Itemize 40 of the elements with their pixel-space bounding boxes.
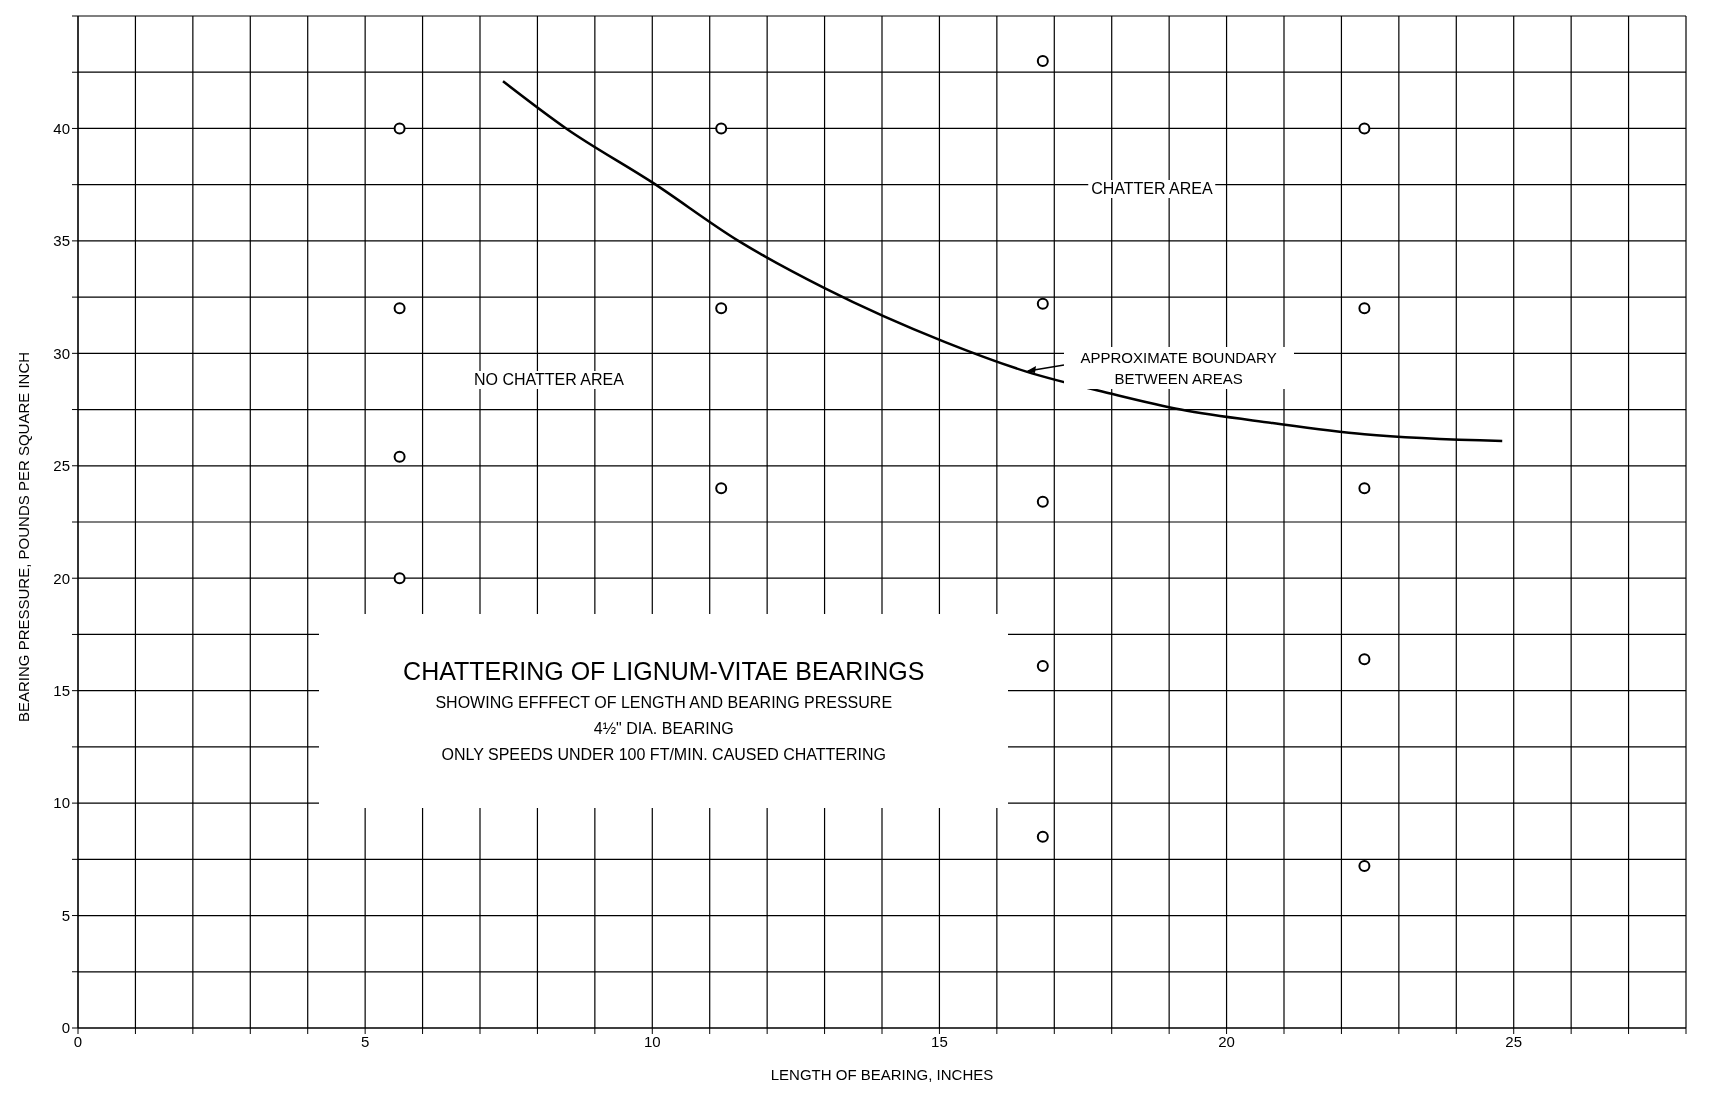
point xyxy=(393,450,406,463)
point xyxy=(393,122,406,135)
point xyxy=(1358,860,1371,873)
point xyxy=(1358,653,1371,666)
y-tick-label: 15 xyxy=(53,681,70,699)
y-tick-label: 0 xyxy=(61,1019,70,1037)
annotation: ONLY SPEEDS UNDER 100 FT/MIN. CAUSED CHATTERING xyxy=(440,746,887,765)
caption-panel: CHATTERING OF LIGNUM-VITAE BEARINGS SHOWING EFFFECT OF LENGTH AND BEARING PRESSURE 4½" DIA. BEARING ONLY SPEEDS UNDER 100 FT/MIN. CAUSED CHATTERING xyxy=(319,614,1009,808)
y-tick-label: 40 xyxy=(53,119,70,137)
y-tick-label: 25 xyxy=(53,457,70,475)
point xyxy=(393,302,406,315)
x-tick-label: 5 xyxy=(360,1032,370,1050)
point xyxy=(1036,495,1049,508)
point xyxy=(715,302,728,315)
point xyxy=(1358,122,1371,135)
y-tick-label: 30 xyxy=(53,344,70,362)
point xyxy=(1036,54,1049,67)
annotation: NO CHATTER AREA xyxy=(470,371,627,390)
x-tick-label: 25 xyxy=(1505,1032,1523,1050)
x-tick-label: 20 xyxy=(1218,1032,1235,1050)
annotation: CHATTER AREA xyxy=(1088,180,1216,199)
annotation: 4½" DIA. BEARING xyxy=(592,720,735,739)
point xyxy=(1036,659,1049,672)
y-axis-title: BEARING PRESSURE, POUNDS PER SQUARE INCH xyxy=(15,351,33,722)
x-tick-label: 0 xyxy=(73,1032,83,1050)
y-tick-label: 35 xyxy=(53,232,70,250)
point xyxy=(715,482,728,495)
point xyxy=(1036,297,1049,310)
x-tick-label: 15 xyxy=(931,1032,948,1050)
point xyxy=(715,122,728,135)
y-tick-label: 10 xyxy=(53,794,70,812)
point xyxy=(1358,482,1371,495)
point xyxy=(1358,302,1371,315)
x-axis-title: LENGTH OF BEARING, INCHES xyxy=(770,1066,994,1083)
point xyxy=(393,572,406,585)
x-tick-label: 10 xyxy=(643,1032,661,1050)
y-tick-label: 20 xyxy=(53,569,70,587)
y-tick-label: 5 xyxy=(61,906,70,924)
annotation: APPROXIMATE BOUNDARY BETWEEN AREAS xyxy=(1063,347,1294,390)
point xyxy=(1036,830,1049,843)
